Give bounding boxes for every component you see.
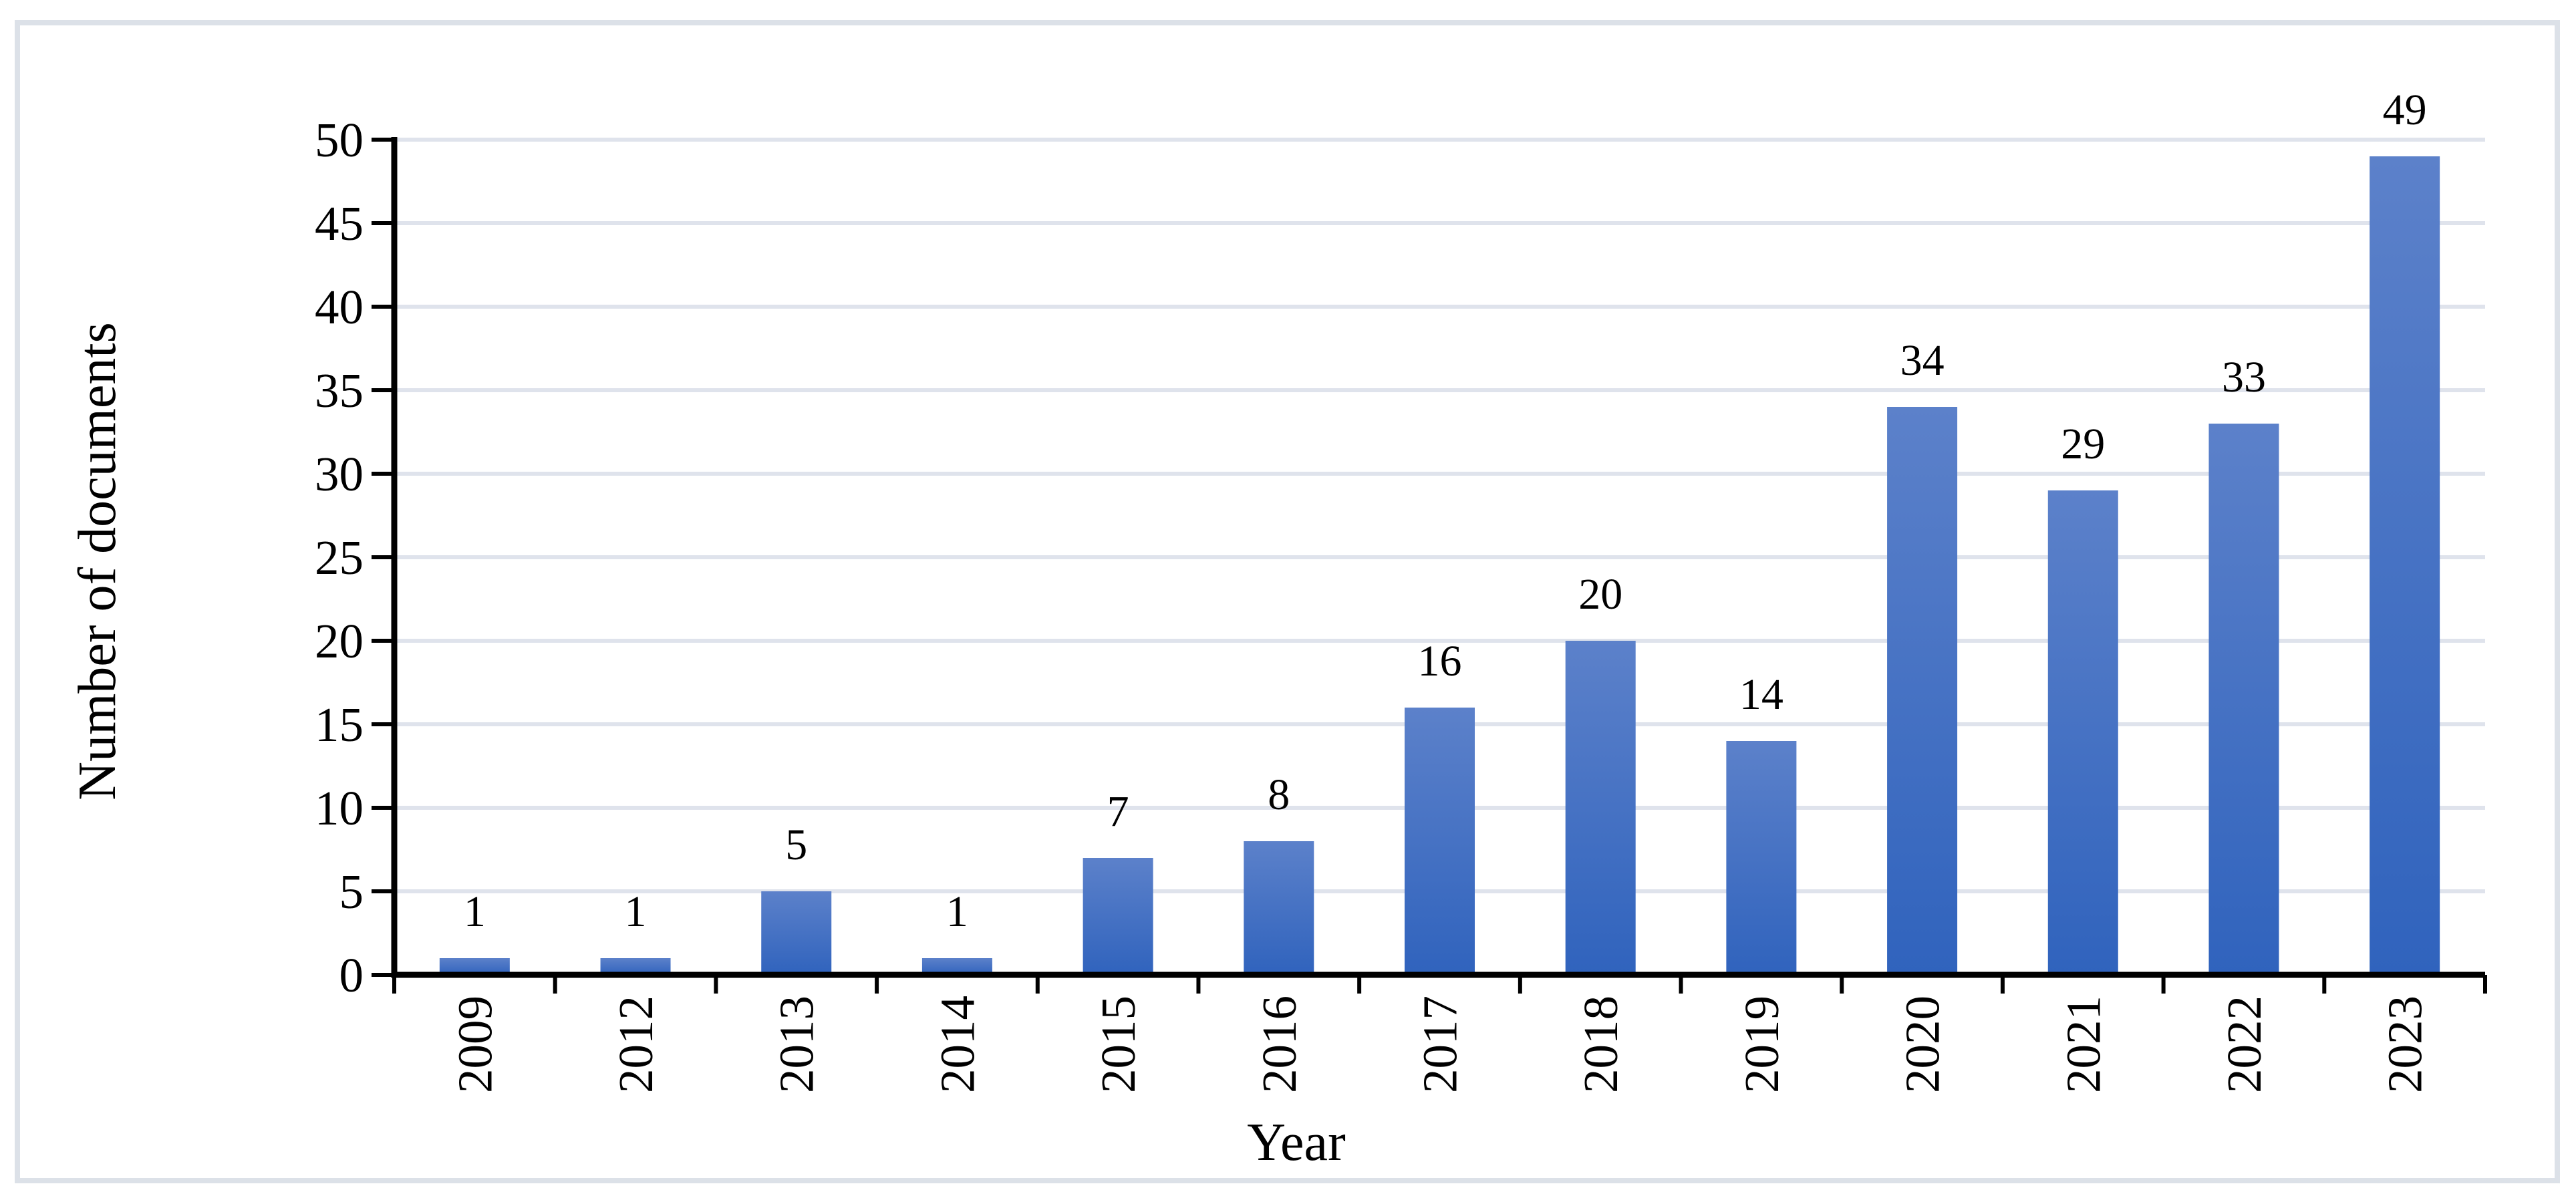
bar-value-label-2012: 1 — [625, 887, 647, 936]
bar-value-label-2019: 14 — [1739, 670, 1783, 719]
x-tick-label-2014: 2014 — [930, 996, 984, 1093]
x-tick-label-2019: 2019 — [1735, 996, 1789, 1093]
gridlines-group — [397, 138, 2485, 893]
y-tick-label-45: 45 — [315, 196, 364, 251]
x-tick-label-2017: 2017 — [1413, 996, 1467, 1093]
bar-value-label-2015: 7 — [1107, 787, 1129, 836]
y-axis-title: Number of documents — [68, 322, 127, 800]
bar-value-label-2009: 1 — [464, 887, 486, 936]
x-tick-label-2022: 2022 — [2217, 996, 2271, 1093]
y-tick-label-5: 5 — [339, 865, 364, 919]
bar-2019 — [1726, 741, 1797, 975]
x-tick-label-2016: 2016 — [1252, 996, 1306, 1093]
bar-2016 — [1244, 841, 1314, 975]
y-tick-label-25: 25 — [315, 531, 364, 585]
data-labels-group: 1 1 5 1 7 8 16 20 14 34 29 33 49 — [464, 86, 2427, 936]
bar-value-label-2017: 16 — [1418, 637, 1462, 686]
bar-2018 — [1565, 641, 1636, 975]
bar-2013 — [761, 891, 832, 975]
bar-value-label-2020: 34 — [1900, 336, 1945, 385]
bar-value-label-2014: 1 — [946, 887, 968, 936]
bar-2015 — [1083, 858, 1153, 975]
tick-marks-group — [372, 138, 2487, 994]
y-tick-label-40: 40 — [315, 280, 364, 334]
x-tick-label-2012: 2012 — [609, 996, 663, 1093]
x-tick-labels-group: 2009 2012 2013 2014 2015 2016 2017 2018 2019 2020… — [448, 996, 2432, 1093]
x-axis-title: Year — [1247, 1113, 1345, 1172]
x-tick-label-2020: 2020 — [1896, 996, 1950, 1093]
bar-value-label-2018: 20 — [1578, 570, 1622, 619]
x-tick-label-2021: 2021 — [2056, 996, 2110, 1093]
bar-2023 — [2370, 156, 2440, 975]
x-tick-label-2009: 2009 — [448, 996, 502, 1093]
x-tick-label-2018: 2018 — [1574, 996, 1628, 1093]
bar-value-label-2022: 33 — [2222, 353, 2266, 402]
chart-border — [15, 20, 2560, 1183]
y-tick-label-35: 35 — [315, 363, 364, 418]
x-tick-label-2015: 2015 — [1091, 996, 1145, 1093]
y-tick-label-15: 15 — [315, 698, 364, 752]
bar-2020 — [1887, 407, 1958, 975]
bar-2022 — [2208, 424, 2279, 975]
bars-group — [439, 156, 2440, 975]
x-tick-label-2023: 2023 — [2378, 996, 2432, 1093]
y-tick-label-10: 10 — [315, 781, 364, 835]
x-tick-label-2013: 2013 — [770, 996, 824, 1093]
y-tick-label-20: 20 — [315, 614, 364, 668]
bar-value-label-2013: 5 — [785, 820, 807, 869]
bar-2021 — [2047, 490, 2118, 975]
y-tick-label-50: 50 — [315, 113, 364, 167]
y-tick-label-30: 30 — [315, 447, 364, 501]
y-tick-label-0: 0 — [339, 948, 364, 1002]
bar-value-label-2021: 29 — [2061, 420, 2105, 468]
bar-value-label-2023: 49 — [2383, 86, 2427, 134]
y-tick-labels-group: 0 5 10 15 20 25 30 35 40 45 50 — [315, 113, 364, 1002]
bar-2017 — [1405, 708, 1475, 975]
bar-value-label-2016: 8 — [1268, 770, 1290, 819]
